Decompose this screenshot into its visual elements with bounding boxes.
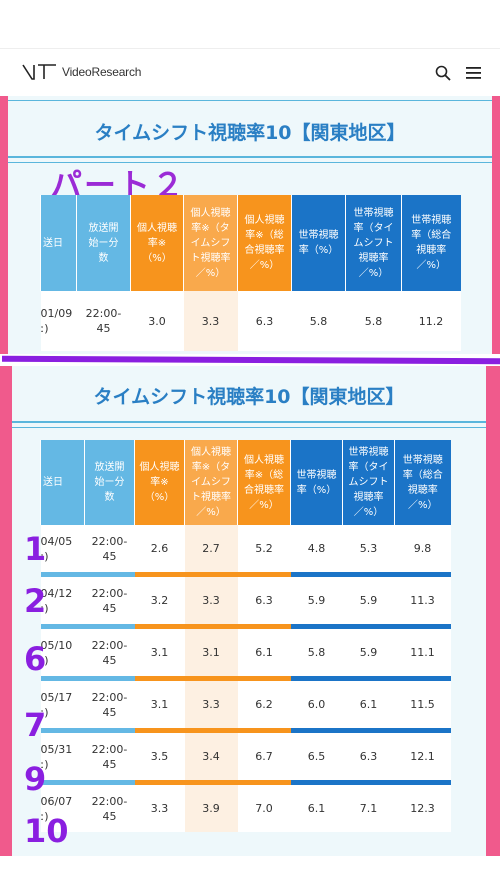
- col-personal: 個人視聴 率※ （%）: [130, 195, 184, 291]
- cell-household-total: 9.8: [394, 525, 451, 572]
- cell-airtime: 22:00- 45: [84, 733, 135, 780]
- cell-date: 06/07 ː): [40, 785, 85, 832]
- cell-personal: 3.3: [134, 785, 185, 832]
- table-row: 04/12 ː) 22:00- 45 3.2 3.3 6.3 5.9 5.9 11.3: [40, 577, 451, 624]
- cell-airtime: 22:00- 45: [84, 577, 135, 624]
- cell-household-timeshift: 6.3: [342, 733, 395, 780]
- cell-household-timeshift: 5.9: [342, 577, 395, 624]
- table-row: 06/07 ː) 22:00- 45 3.3 3.9 7.0 6.1 7.1 12.3: [40, 785, 451, 832]
- cell-household-total: 11.5: [394, 681, 451, 728]
- col-personal-total: 個人視聴 率※（総 合視聴率 ／%）: [237, 195, 292, 291]
- cell-date: 05/17 ː): [40, 681, 85, 728]
- row-marker: 1: [24, 530, 47, 568]
- row-marker: 9: [24, 760, 47, 798]
- cell-airtime: 22:00- 45: [84, 785, 135, 832]
- cell-household-timeshift: 5.9: [342, 629, 395, 676]
- ratings-table-1: 送日 放送開 始ー分数 個人視聴 率※ （%） 個人視聴 率※（タ イムシフ ト視聴率 ／%）…: [40, 195, 461, 351]
- cell-airtime: 22:00- 45: [84, 525, 135, 572]
- cell-household-timeshift: 5.3: [342, 525, 395, 572]
- col-household-timeshift: 世帯視聴 率（タイ ムシフト 視聴率 ／%）: [345, 195, 402, 291]
- cell-household-timeshift: 7.1: [342, 785, 395, 832]
- cell-personal: 3.5: [134, 733, 185, 780]
- panel-2-title: タイムシフト視聴率10【関東地区】: [93, 386, 405, 408]
- row-marker: 6: [24, 640, 47, 678]
- row-separator: [40, 624, 451, 629]
- cell-date: 05/10 ː): [40, 629, 85, 676]
- cell-airtime: 22:00- 45: [84, 629, 135, 676]
- cell-personal-total: 6.2: [237, 681, 291, 728]
- cell-personal: 3.2: [134, 577, 185, 624]
- divider-line: [1, 355, 500, 365]
- row-marker: 7: [24, 706, 47, 744]
- col-personal-timeshift: 個人視聴 率※（タ イムシフ ト視聴率 ／%）: [183, 195, 238, 291]
- row-marker: 10: [24, 812, 69, 850]
- cell-personal-total: 6.7: [237, 733, 291, 780]
- brand-name: VideoResearch: [62, 65, 142, 79]
- ratings-table-2: 送日 放送開 始ー分数 個人視聴 率※ （%） 個人視聴 率※（タ イムシフ ト視聴率 ／%）…: [40, 440, 451, 832]
- cell-personal-timeshift: 3.1: [184, 629, 238, 676]
- col-date: 送日: [40, 195, 77, 291]
- logo[interactable]: VideoResearch: [22, 63, 141, 81]
- cell-personal: 3.1: [134, 629, 185, 676]
- cell-household: 6.0: [290, 681, 343, 728]
- col-household-total: 世帯視聴 率（総合 視聴率 ／%）: [401, 195, 461, 291]
- cell-household-total: 12.1: [394, 733, 451, 780]
- panel-1-title: タイムシフト視聴率10【関東地区】: [94, 122, 406, 144]
- cell-household-total: 11.1: [394, 629, 451, 676]
- cell-date: 04/12 ː): [40, 577, 85, 624]
- cell-date: 04/05 ː): [40, 525, 85, 572]
- videoresearch-logo-icon: [22, 64, 56, 80]
- site-header: VideoResearch: [0, 48, 500, 96]
- cell-household-timeshift: 6.1: [342, 681, 395, 728]
- cell-personal-total: 6.3: [237, 577, 291, 624]
- table-row: 05/17 ː) 22:00- 45 3.1 3.3 6.2 6.0 6.1 11.5: [40, 681, 451, 728]
- cell-household: 5.9: [290, 577, 343, 624]
- cell-personal: 2.6: [134, 525, 185, 572]
- cell-personal-timeshift: 3.3: [184, 681, 238, 728]
- cell-household: 6.5: [290, 733, 343, 780]
- cell-household: 4.8: [290, 525, 343, 572]
- col-airtime: 放送開 始ー分数: [76, 195, 131, 291]
- row-separator: [40, 728, 451, 733]
- cell-personal-total: 6.1: [237, 629, 291, 676]
- cell-personal-total: 7.0: [237, 785, 291, 832]
- cell-personal-timeshift: 2.7: [184, 525, 238, 572]
- cell-personal-total: 5.2: [237, 525, 291, 572]
- table-row: 04/05 ː) 22:00- 45 2.6 2.7 5.2 4.8 5.3 9.8: [40, 525, 451, 572]
- cell-date: 05/31 ː): [40, 733, 85, 780]
- row-separator: [40, 780, 451, 785]
- cell-household: 5.8: [290, 629, 343, 676]
- table-row: 05/31 ː) 22:00- 45 3.5 3.4 6.7 6.5 6.3 12.1: [40, 733, 451, 780]
- cell-personal-timeshift: 3.3: [184, 577, 238, 624]
- cell-household-total: 12.3: [394, 785, 451, 832]
- table-row: 05/10 ː) 22:00- 45 3.1 3.1 6.1 5.8 5.9 11.1: [40, 629, 451, 676]
- row-marker: 2: [24, 582, 47, 620]
- row-separator: [40, 676, 451, 681]
- cell-personal-timeshift: 3.4: [184, 733, 238, 780]
- menu-icon[interactable]: [465, 65, 482, 81]
- cell-personal: 3.1: [134, 681, 185, 728]
- cell-household: 6.1: [290, 785, 343, 832]
- search-icon[interactable]: [435, 65, 451, 81]
- cell-personal-timeshift: 3.9: [184, 785, 238, 832]
- col-household: 世帯視聴 率（%）: [291, 195, 346, 291]
- table-row: 01/09 ː) 22:00- 45 3.0 3.3 6.3 5.8 5.8 11.…: [40, 291, 461, 351]
- cell-household-total: 11.3: [394, 577, 451, 624]
- row-separator: [40, 572, 451, 577]
- cell-airtime: 22:00- 45: [84, 681, 135, 728]
